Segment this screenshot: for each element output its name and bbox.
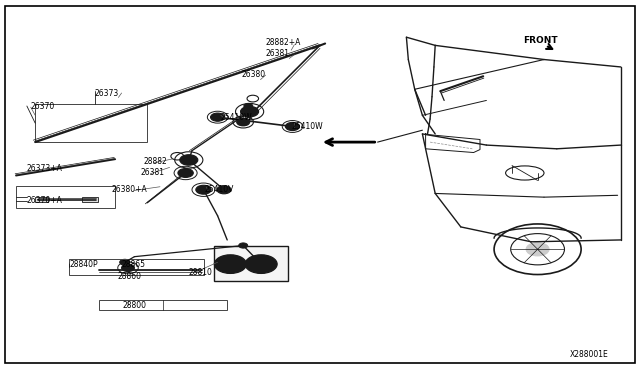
Circle shape bbox=[122, 264, 134, 272]
Text: 28810: 28810 bbox=[189, 268, 212, 277]
Circle shape bbox=[241, 106, 259, 117]
Text: 28860: 28860 bbox=[117, 272, 141, 280]
Bar bbox=[35, 104, 147, 142]
Circle shape bbox=[285, 122, 300, 131]
Bar bbox=[69, 259, 204, 275]
Text: 26380: 26380 bbox=[242, 70, 266, 79]
Circle shape bbox=[237, 118, 250, 126]
Text: 26373: 26373 bbox=[95, 89, 119, 97]
Text: 26370+A: 26370+A bbox=[27, 196, 63, 205]
Text: 25410W: 25410W bbox=[291, 122, 323, 131]
Bar bbox=[99, 300, 227, 310]
Circle shape bbox=[526, 243, 549, 256]
Text: 28800: 28800 bbox=[123, 301, 147, 310]
Circle shape bbox=[196, 185, 211, 194]
Text: 28865: 28865 bbox=[122, 260, 146, 269]
Circle shape bbox=[180, 155, 198, 165]
Text: 25410W: 25410W bbox=[221, 113, 252, 122]
Text: 28882+A: 28882+A bbox=[266, 38, 301, 47]
Circle shape bbox=[120, 259, 130, 265]
Text: 26370: 26370 bbox=[31, 102, 55, 110]
Text: 26380+A: 26380+A bbox=[112, 185, 148, 194]
Circle shape bbox=[217, 186, 231, 194]
Text: 26381: 26381 bbox=[266, 49, 289, 58]
Text: 25410V: 25410V bbox=[205, 185, 234, 194]
Text: 28882: 28882 bbox=[144, 157, 168, 166]
Circle shape bbox=[214, 255, 246, 273]
Bar bbox=[35, 197, 48, 202]
Circle shape bbox=[245, 255, 277, 273]
Circle shape bbox=[239, 243, 248, 248]
Circle shape bbox=[223, 260, 238, 269]
Text: X288001E: X288001E bbox=[570, 350, 609, 359]
Text: 26381: 26381 bbox=[141, 169, 165, 177]
Circle shape bbox=[178, 169, 193, 177]
Circle shape bbox=[253, 260, 269, 269]
Circle shape bbox=[257, 262, 265, 266]
Bar bbox=[16, 186, 115, 208]
Text: 26373+A: 26373+A bbox=[27, 164, 63, 173]
Circle shape bbox=[211, 113, 225, 121]
Text: 28840P: 28840P bbox=[69, 260, 98, 269]
Circle shape bbox=[244, 103, 253, 109]
Bar bbox=[82, 197, 98, 202]
Text: FRONT: FRONT bbox=[524, 36, 558, 45]
Bar bbox=[214, 246, 288, 281]
